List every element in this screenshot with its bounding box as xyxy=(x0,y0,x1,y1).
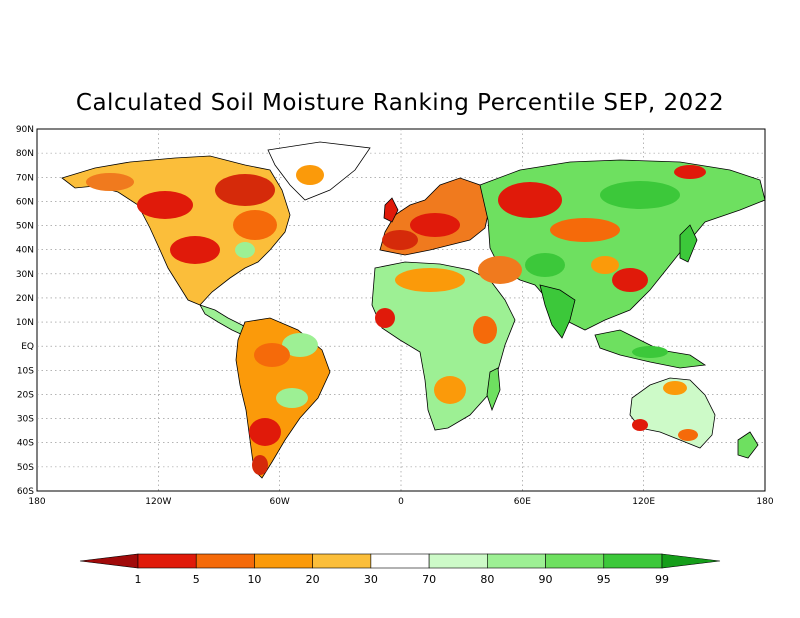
lon-tick-label: 180 xyxy=(28,497,45,507)
colorbar-segment xyxy=(545,553,605,569)
lat-tick-label: 20S xyxy=(17,390,34,400)
greenland-dry-patch xyxy=(296,165,324,185)
colorbar-high-triangle xyxy=(661,553,721,569)
australia-west-dry-patch xyxy=(632,419,648,431)
iberia-dry-patch xyxy=(382,230,418,250)
lon-tick-label: 120E xyxy=(632,497,655,507)
south-brazil-wet-patch xyxy=(276,388,308,408)
lat-tick-label: 50S xyxy=(17,463,34,473)
south-africa-dry-patch xyxy=(434,376,466,404)
colorbar-segment xyxy=(254,553,313,569)
madagascar-land xyxy=(486,367,501,412)
lon-tick-label: 60E xyxy=(514,497,531,507)
colorbar-segment xyxy=(312,553,372,569)
central-asia-wet-patch xyxy=(525,253,565,277)
colorbar-segment xyxy=(487,553,546,569)
colorbar-tick-label: 5 xyxy=(193,573,200,586)
lon-tick-label: 60W xyxy=(269,497,289,507)
lat-tick-label: 90N xyxy=(16,125,34,135)
lat-tick-label: 10S xyxy=(17,366,34,376)
lat-tick-label: 30N xyxy=(16,270,34,280)
colorbar xyxy=(79,553,721,569)
lat-tick-label: 30S xyxy=(17,415,34,425)
lat-tick-label: 40N xyxy=(16,246,34,256)
patagonia-dry-patch xyxy=(252,455,268,475)
china-dry-patch-2 xyxy=(591,256,619,274)
africa-land xyxy=(371,261,516,431)
kazakhstan-dry-patch xyxy=(550,218,620,242)
brazil-dry-patch xyxy=(254,343,290,367)
percentile-patches xyxy=(86,165,725,475)
lat-tick-label: 10N xyxy=(16,318,34,328)
colorbar-low-triangle xyxy=(79,553,139,569)
russia-dry-patch xyxy=(498,182,562,218)
sahara-dry-patch xyxy=(395,268,465,292)
us-east-dry-patch xyxy=(233,210,277,240)
lat-tick-label: 20N xyxy=(16,294,34,304)
lat-tick-label: 50N xyxy=(16,222,34,232)
argentina-dry-patch xyxy=(249,418,281,446)
indonesia-wet-patch xyxy=(632,346,668,358)
colorbar-tick-label: 70 xyxy=(422,573,436,586)
australia-north-dry-patch xyxy=(663,381,687,395)
lon-tick-label: 0 xyxy=(398,497,404,507)
colorbar-segment xyxy=(370,553,430,569)
lon-tick-label: 120W xyxy=(145,497,171,507)
middle-east-dry-patch xyxy=(478,256,522,284)
brazil-wet-patch xyxy=(282,333,318,357)
lat-tick-label: 60N xyxy=(16,197,34,207)
lat-tick-label: 40S xyxy=(17,439,34,449)
india-land xyxy=(539,284,576,339)
us-plains-dry-patch xyxy=(170,236,220,264)
colorbar-tick-label: 1 xyxy=(135,573,142,586)
longitude-labels: 180 120W 60W 0 60E 120E 180 xyxy=(28,497,773,507)
colorbar-tick-label: 80 xyxy=(480,573,494,586)
australia-south-dry-patch xyxy=(678,429,698,441)
east-africa-dry-patch xyxy=(473,316,497,344)
colorbar-segment xyxy=(137,553,197,569)
lat-tick-label: 80N xyxy=(16,149,34,159)
europe-dry-patch xyxy=(410,213,460,237)
colorbar-tick-label: 10 xyxy=(247,573,261,586)
siberia-wet-patch-2 xyxy=(675,193,725,217)
alaska-dry-patch xyxy=(86,173,134,191)
lon-tick-label: 180 xyxy=(756,497,773,507)
colorbar-tick-label: 95 xyxy=(597,573,611,586)
colorbar-tick-label: 99 xyxy=(655,573,669,586)
west-africa-dry-patch xyxy=(375,308,395,328)
latitude-labels: 90N 80N 70N 60N 50N 40N 30N 20N 10N EQ 10S 20S 30S 40… xyxy=(16,125,34,497)
siberia-wet-patch xyxy=(600,181,680,209)
map-title: Calculated Soil Moisture Ranking Percent… xyxy=(75,90,725,116)
uk-land xyxy=(383,197,399,223)
siberia-east-dry-patch xyxy=(674,165,706,179)
western-canada-dry-patch xyxy=(137,191,193,219)
lat-tick-label: 70N xyxy=(16,173,34,183)
colorbar-segment xyxy=(603,553,663,569)
us-east-wet-patch xyxy=(235,242,255,258)
lat-tick-label: EQ xyxy=(21,342,34,352)
colorbar-labels: 1 5 10 20 30 70 80 90 95 99 xyxy=(135,573,670,586)
china-dry-patch xyxy=(612,268,648,292)
colorbar-tick-label: 30 xyxy=(364,573,378,586)
japan-land xyxy=(679,224,698,263)
lat-tick-label: 60S xyxy=(17,487,34,497)
colorbar-segment xyxy=(428,553,488,569)
colorbar-segment xyxy=(195,553,255,569)
new-zealand-land xyxy=(737,431,759,459)
colorbar-tick-label: 20 xyxy=(306,573,320,586)
colorbar-tick-label: 90 xyxy=(539,573,553,586)
canada-dry-patch xyxy=(215,174,275,206)
